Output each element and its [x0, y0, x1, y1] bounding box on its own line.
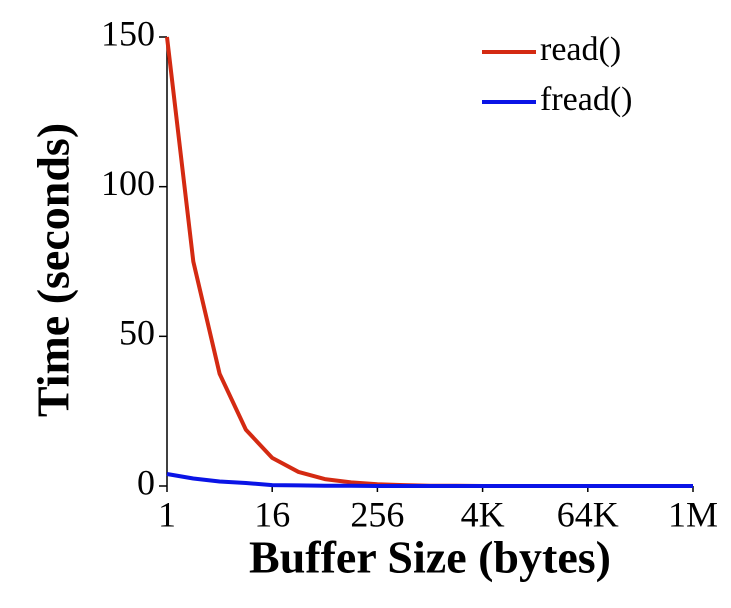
y-tick-label: 50	[119, 313, 155, 353]
data-line	[166, 472, 693, 488]
x-axis-label: Buffer Size (bytes)	[249, 532, 611, 583]
x-tick-label: 1	[158, 494, 176, 534]
y-tick-label: 0	[137, 462, 155, 502]
y-tick-label: 150	[101, 13, 155, 53]
x-tick-label: 1M	[668, 494, 718, 534]
x-tick-label: 4K	[461, 494, 505, 534]
x-tick-label: 64K	[557, 494, 619, 534]
y-axis-label: Time (seconds)	[28, 123, 79, 417]
x-tick-label: 16	[254, 494, 290, 534]
legend-label: fread()	[540, 81, 632, 118]
legend-label: read()	[540, 31, 621, 68]
y-tick-label: 100	[101, 163, 155, 203]
x-tick-label: 256	[350, 494, 404, 534]
